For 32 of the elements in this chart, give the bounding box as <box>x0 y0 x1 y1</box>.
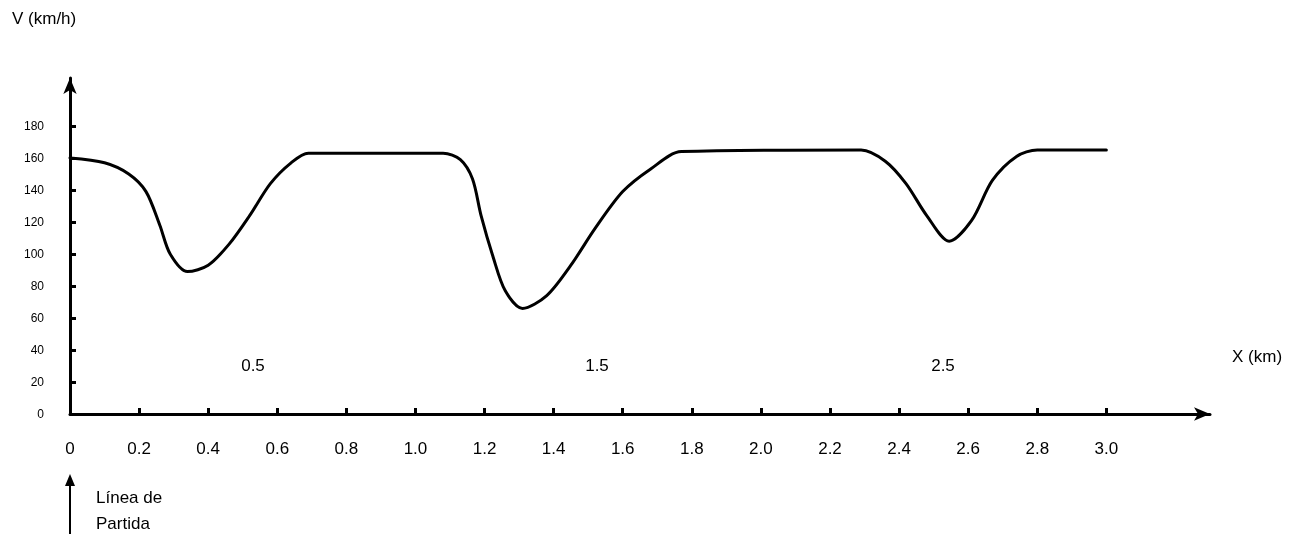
x-tick-label: 2.6 <box>956 439 980 458</box>
x-tick-label: 1.2 <box>472 439 497 458</box>
y-tick-label: 40 <box>30 343 45 357</box>
y-tick-label: 120 <box>23 215 45 229</box>
y-axis-title: V (km/h) <box>12 9 77 28</box>
x-tick-label: 1.0 <box>403 439 428 458</box>
x-tick-label: 0 <box>65 439 75 458</box>
x-tick-label: 0.4 <box>196 439 220 458</box>
x-tick-label: 2.4 <box>887 439 911 458</box>
y-tick-label: 180 <box>23 119 45 133</box>
annotation: 2.5 <box>931 355 955 375</box>
x-tick-label: 2.2 <box>818 439 842 458</box>
x-tick-label: 1.8 <box>680 439 704 458</box>
y-tick-label: 80 <box>30 279 45 293</box>
x-tick-label: 0.8 <box>334 439 359 458</box>
y-tick-label: 100 <box>23 247 45 261</box>
x-tick-label: 1.4 <box>541 439 566 458</box>
annotation: 0.5 <box>241 355 265 375</box>
x-tick-label: 2.0 <box>749 439 773 458</box>
y-tick-label: 0 <box>37 407 45 421</box>
y-tick-label: 160 <box>23 151 45 165</box>
x-axis-title: X (km) <box>1232 347 1283 366</box>
x-tick-label: 3.0 <box>1094 439 1119 458</box>
y-tick-label: 20 <box>30 375 45 389</box>
annotation: 1.5 <box>585 355 609 375</box>
y-tick-label: 140 <box>23 183 45 197</box>
x-tick-label: 0.2 <box>127 439 151 458</box>
x-tick-label: 0.6 <box>265 439 290 458</box>
text: Línea de Partida <box>96 487 167 533</box>
x-tick-label: 2.8 <box>1025 439 1050 458</box>
x-tick-label: 1.6 <box>610 439 635 458</box>
y-tick-label: 60 <box>30 311 45 325</box>
